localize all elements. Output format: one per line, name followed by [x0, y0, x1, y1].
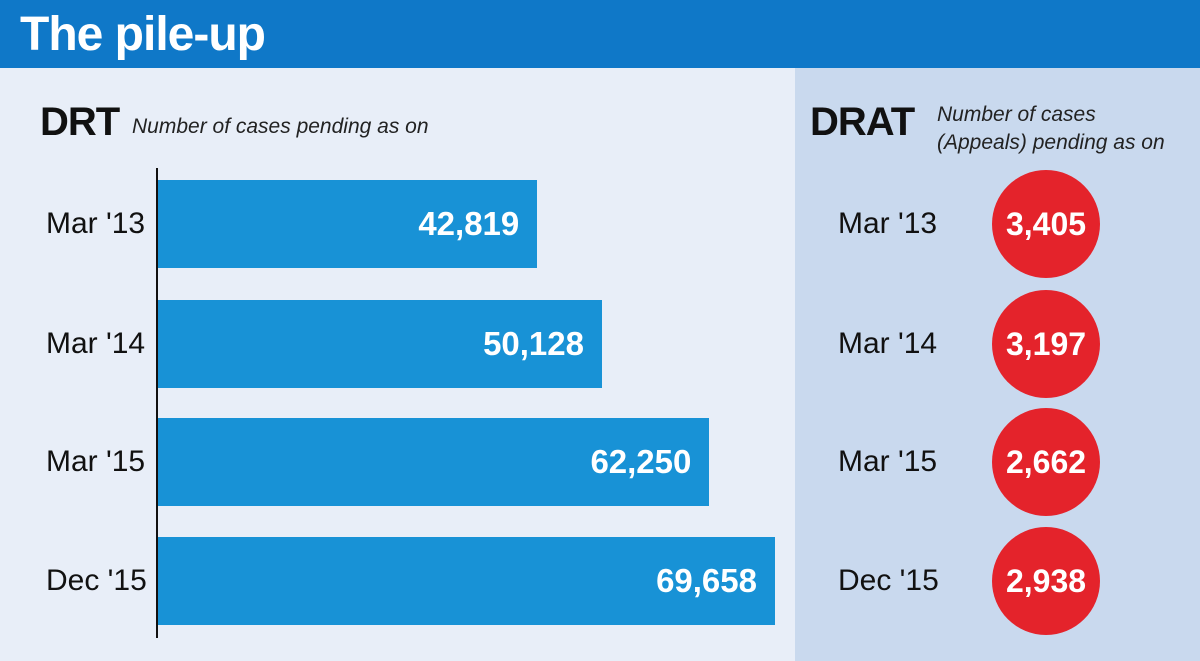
drat-value-circle: 3,197: [992, 290, 1100, 398]
drt-bar-value-label: 50,128: [483, 325, 584, 362]
drat-category-label: Mar '15: [838, 445, 938, 478]
drat-subtitle-line-1: Number of cases: [937, 103, 1096, 126]
drt-category-label: Mar '15: [46, 445, 146, 478]
drt-bar-value-label: 69,658: [656, 562, 757, 599]
drat-value-label: 3,405: [1005, 205, 1087, 242]
drt-bar: 62,250: [158, 418, 710, 506]
drat-title: DRAT: [810, 100, 915, 144]
drat-category-label: Mar '13: [838, 207, 938, 240]
drt-title: DRT: [40, 100, 120, 144]
drat-value-circle: 3,405: [992, 170, 1100, 278]
drat-subtitle-line-2: (Appeals) pending as on: [937, 131, 1165, 154]
drat-value-label: 3,197: [1005, 325, 1087, 362]
drt-bar-value-label: 42,819: [418, 205, 520, 242]
drt-category-label: Mar '13: [46, 207, 146, 240]
drt-bar: 69,658: [158, 537, 775, 625]
drat-category-label: Mar '14: [838, 327, 938, 360]
drat-value-circle: 2,938: [992, 527, 1100, 635]
drt-axis-line: [156, 168, 158, 638]
drat-value-label: 2,938: [1005, 562, 1087, 599]
drt-bar: 50,128: [158, 300, 602, 388]
drt-category-label: Mar '14: [46, 327, 146, 360]
drt-subtitle: Number of cases pending as on: [132, 115, 429, 138]
drt-bar-value-label: 62,250: [590, 443, 692, 480]
drt-bar: 42,819: [158, 180, 538, 268]
drat-value-circle: 2,662: [992, 408, 1100, 516]
drat-category-label: Dec '15: [838, 564, 939, 597]
page-title: The pile-up: [20, 8, 266, 61]
header-banner: The pile-up: [0, 0, 1200, 68]
drat-value-label: 2,662: [1005, 443, 1087, 480]
drt-category-label: Dec '15: [46, 564, 147, 597]
